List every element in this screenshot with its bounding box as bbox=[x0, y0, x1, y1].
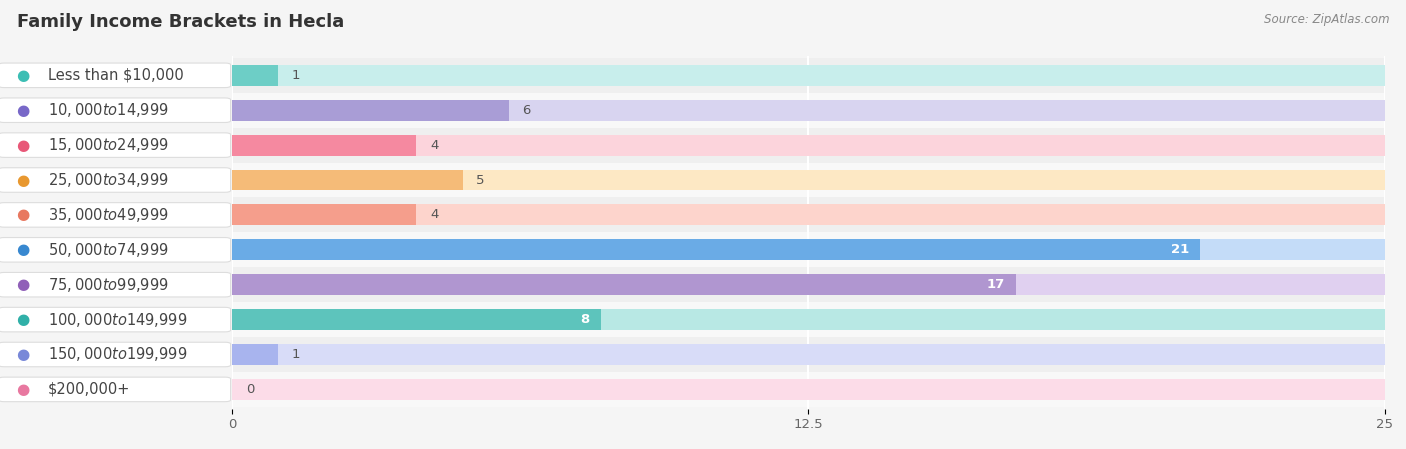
Bar bbox=[232, 204, 416, 225]
Bar bbox=[232, 100, 1385, 121]
Text: $75,000 to $99,999: $75,000 to $99,999 bbox=[48, 276, 169, 294]
Bar bbox=[232, 344, 1385, 365]
Text: 6: 6 bbox=[523, 104, 531, 117]
Bar bbox=[232, 65, 278, 86]
Text: 1: 1 bbox=[292, 69, 301, 82]
Bar bbox=[232, 274, 1017, 295]
Text: Less than $10,000: Less than $10,000 bbox=[48, 68, 184, 83]
Bar bbox=[232, 337, 1385, 372]
Bar bbox=[232, 170, 463, 190]
Bar bbox=[232, 135, 1385, 156]
Bar bbox=[232, 128, 1385, 163]
Text: 8: 8 bbox=[581, 313, 589, 326]
Text: ●: ● bbox=[15, 347, 30, 362]
Bar bbox=[232, 372, 1385, 407]
Text: 1: 1 bbox=[292, 348, 301, 361]
Text: ●: ● bbox=[15, 137, 30, 153]
Bar bbox=[232, 163, 1385, 198]
Text: 0: 0 bbox=[246, 383, 254, 396]
Bar bbox=[232, 239, 1385, 260]
Text: 17: 17 bbox=[986, 278, 1004, 291]
Bar bbox=[232, 267, 1385, 302]
Text: 4: 4 bbox=[430, 208, 439, 221]
Bar bbox=[232, 302, 1385, 337]
Bar bbox=[232, 198, 1385, 233]
Text: $10,000 to $14,999: $10,000 to $14,999 bbox=[48, 101, 169, 119]
Text: ●: ● bbox=[15, 242, 30, 257]
Text: ●: ● bbox=[15, 68, 30, 83]
Text: 5: 5 bbox=[477, 173, 485, 186]
Bar bbox=[232, 170, 1385, 190]
Text: ●: ● bbox=[15, 103, 30, 118]
Text: $150,000 to $199,999: $150,000 to $199,999 bbox=[48, 345, 187, 364]
Text: $200,000+: $200,000+ bbox=[48, 382, 131, 397]
Bar bbox=[232, 309, 1385, 330]
Bar bbox=[232, 379, 1385, 400]
Bar bbox=[232, 274, 1385, 295]
Text: $25,000 to $34,999: $25,000 to $34,999 bbox=[48, 171, 169, 189]
Text: $50,000 to $74,999: $50,000 to $74,999 bbox=[48, 241, 169, 259]
Bar bbox=[232, 239, 1201, 260]
Bar bbox=[232, 93, 1385, 128]
Bar bbox=[232, 233, 1385, 267]
Bar bbox=[232, 135, 416, 156]
Text: ●: ● bbox=[15, 382, 30, 397]
Bar bbox=[232, 65, 1385, 86]
Text: ●: ● bbox=[15, 312, 30, 327]
Text: Source: ZipAtlas.com: Source: ZipAtlas.com bbox=[1264, 13, 1389, 26]
Text: $35,000 to $49,999: $35,000 to $49,999 bbox=[48, 206, 169, 224]
Text: $15,000 to $24,999: $15,000 to $24,999 bbox=[48, 136, 169, 154]
Text: Family Income Brackets in Hecla: Family Income Brackets in Hecla bbox=[17, 13, 344, 31]
Bar bbox=[232, 58, 1385, 93]
Text: 21: 21 bbox=[1171, 243, 1189, 256]
Text: 4: 4 bbox=[430, 139, 439, 152]
Bar bbox=[232, 344, 278, 365]
Bar bbox=[232, 100, 509, 121]
Bar bbox=[232, 309, 600, 330]
Text: ●: ● bbox=[15, 207, 30, 222]
Text: ●: ● bbox=[15, 172, 30, 188]
Bar bbox=[232, 204, 1385, 225]
Text: $100,000 to $149,999: $100,000 to $149,999 bbox=[48, 311, 187, 329]
Text: ●: ● bbox=[15, 277, 30, 292]
